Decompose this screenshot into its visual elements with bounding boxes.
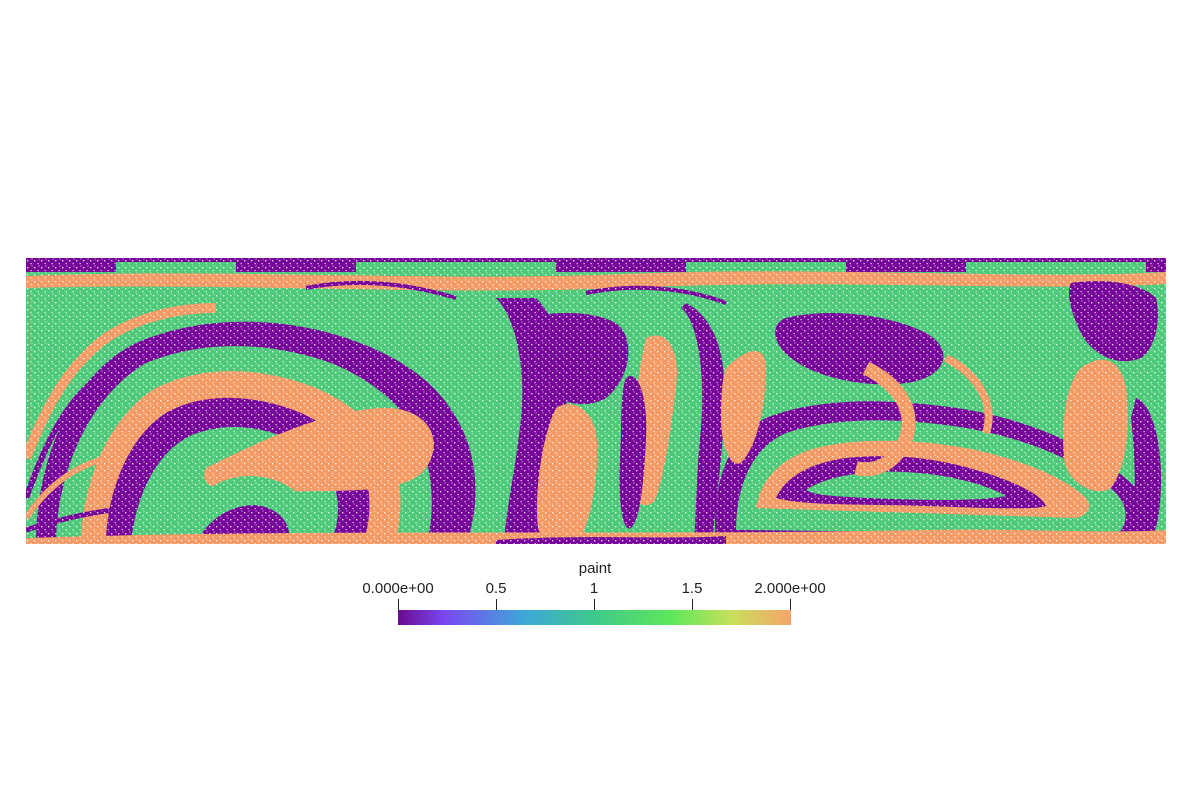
tick-mark bbox=[692, 599, 693, 611]
tick-mark bbox=[496, 599, 497, 611]
tick-label-1: 1 bbox=[589, 580, 599, 597]
paint-field bbox=[26, 258, 1166, 544]
particle-speckle bbox=[26, 258, 1166, 544]
tick-label-0-5: 0.5 bbox=[485, 580, 507, 597]
tick-mark bbox=[398, 599, 399, 611]
scalar-bar-title: paint bbox=[578, 560, 612, 577]
tick-mark bbox=[790, 599, 791, 611]
colorbar-gradient bbox=[398, 610, 791, 625]
tick-mark bbox=[594, 599, 595, 611]
tick-label-min: 0.000e+00 bbox=[362, 580, 434, 597]
tick-label-1-5: 1.5 bbox=[681, 580, 703, 597]
tick-label-max: 2.000e+00 bbox=[754, 580, 826, 597]
scalar-bar[interactable]: paint 0.000e+00 0.5 1 1.5 2.000e+00 bbox=[350, 556, 850, 636]
